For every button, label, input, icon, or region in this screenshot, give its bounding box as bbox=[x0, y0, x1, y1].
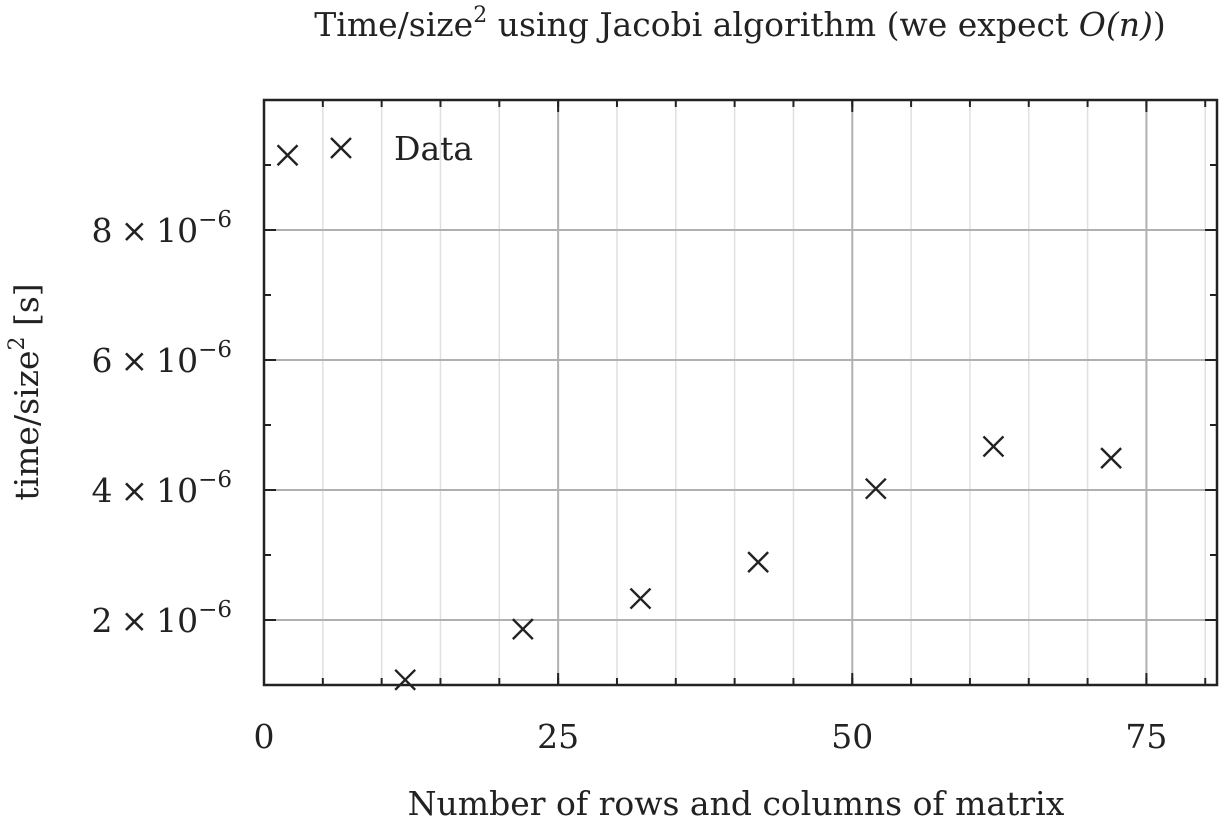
y-axis-label: time/size2 [s] bbox=[5, 283, 46, 500]
data-point bbox=[629, 587, 652, 610]
y-tick-labels: 2 × 10−6 4 × 10−6 6 × 10−6 8 × 10−6 bbox=[91, 207, 232, 640]
chart-title: Time/size2 using Jacobi algorithm (we ex… bbox=[314, 3, 1165, 44]
data-point bbox=[1100, 447, 1122, 469]
legend: Data bbox=[330, 129, 473, 168]
legend-label-data: Data bbox=[394, 129, 473, 168]
x-tick-label: 50 bbox=[831, 717, 873, 756]
axis-ticks bbox=[263, 100, 1217, 685]
major-grid bbox=[264, 100, 1217, 685]
y-tick-label: 8 × 10−6 bbox=[91, 207, 232, 250]
data-point bbox=[394, 668, 417, 691]
x-tick-label: 0 bbox=[254, 717, 275, 756]
x-axis-label: Number of rows and columns of matrix bbox=[408, 784, 1065, 819]
data-point bbox=[511, 618, 534, 640]
legend-marker-data bbox=[330, 137, 352, 159]
data-point bbox=[276, 144, 299, 167]
data-point bbox=[864, 477, 887, 500]
minor-grid bbox=[322, 100, 1206, 685]
data-series bbox=[276, 144, 1122, 691]
y-tick-label: 2 × 10−6 bbox=[91, 597, 232, 640]
y-tick-label: 4 × 10−6 bbox=[91, 467, 232, 510]
plot-frame bbox=[262, 98, 1219, 687]
x-tick-labels: 0 25 50 75 bbox=[254, 717, 1168, 756]
data-point bbox=[982, 435, 1005, 458]
y-tick-label: 6 × 10−6 bbox=[91, 337, 232, 380]
x-tick-label: 75 bbox=[1125, 717, 1167, 756]
x-tick-label: 25 bbox=[537, 717, 579, 756]
data-point bbox=[747, 551, 769, 573]
